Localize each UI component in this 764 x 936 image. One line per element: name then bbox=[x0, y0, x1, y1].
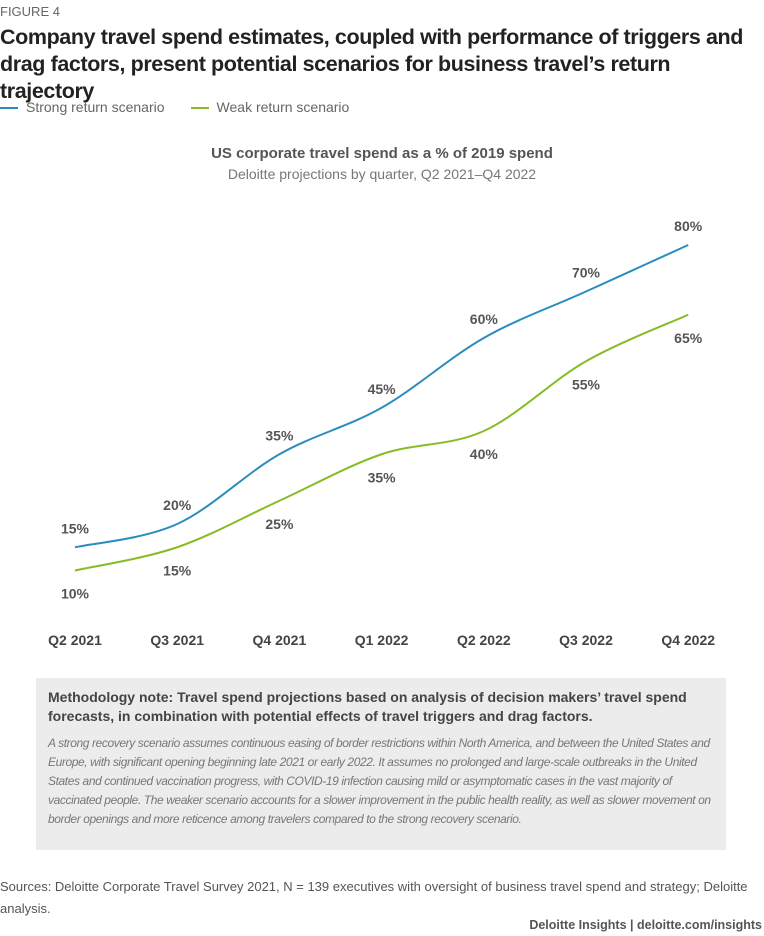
x-tick-label: Q4 2022 bbox=[661, 632, 715, 648]
sources: Sources: Deloitte Corporate Travel Surve… bbox=[0, 879, 748, 916]
x-tick-label: Q1 2022 bbox=[355, 632, 409, 648]
line-chart: Q2 2021 Q3 2021 Q4 2021 Q1 2022 Q2 2022 Q3 20… bbox=[48, 218, 715, 648]
legend-item-strong: Strong return scenario bbox=[0, 99, 165, 115]
data-label: 20% bbox=[163, 497, 192, 513]
credit: Deloitte Insights | deloitte.com/insight… bbox=[529, 918, 762, 932]
x-tick-label: Q2 2021 bbox=[48, 632, 102, 648]
data-label: 70% bbox=[572, 265, 601, 281]
x-tick-label: Q3 2022 bbox=[559, 632, 613, 648]
legend-label: Strong return scenario bbox=[26, 99, 165, 115]
data-label: 65% bbox=[674, 330, 703, 346]
legend: Strong return scenario Weak return scena… bbox=[0, 99, 349, 115]
x-tick-label: Q4 2021 bbox=[253, 632, 307, 648]
data-label: 40% bbox=[470, 446, 499, 462]
data-label: 25% bbox=[265, 516, 294, 532]
data-label: 10% bbox=[61, 586, 90, 602]
figure-label: FIGURE 4 bbox=[0, 4, 60, 19]
legend-swatch bbox=[190, 107, 209, 110]
chart-subtitle: Deloitte projections by quarter, Q2 2021… bbox=[227, 166, 537, 182]
note-body: A strong recovery scenario assumes conti… bbox=[48, 736, 711, 826]
data-label: 15% bbox=[163, 562, 192, 578]
data-label: 35% bbox=[265, 427, 294, 443]
legend-label: Weak return scenario bbox=[216, 99, 350, 115]
data-label: 60% bbox=[470, 311, 499, 327]
legend-item-weak: Weak return scenario bbox=[190, 99, 350, 115]
data-label: 80% bbox=[674, 218, 703, 234]
x-tick-label: Q2 2022 bbox=[457, 632, 511, 648]
series-line-weak bbox=[74, 313, 689, 572]
methodology-note: Methodology note: Travel spend projectio… bbox=[36, 678, 726, 850]
figure-title: Company travel spend estimates, coupled … bbox=[0, 25, 743, 103]
data-label: 15% bbox=[61, 520, 90, 536]
chart-title: US corporate travel spend as a % of 2019… bbox=[211, 145, 553, 162]
data-label: 55% bbox=[572, 376, 601, 392]
x-tick-label: Q3 2021 bbox=[150, 632, 204, 648]
legend-swatch bbox=[0, 107, 18, 110]
data-label: 45% bbox=[368, 381, 397, 397]
note-heading: Methodology note: Travel spend projectio… bbox=[48, 689, 687, 724]
data-label: 35% bbox=[368, 469, 397, 485]
